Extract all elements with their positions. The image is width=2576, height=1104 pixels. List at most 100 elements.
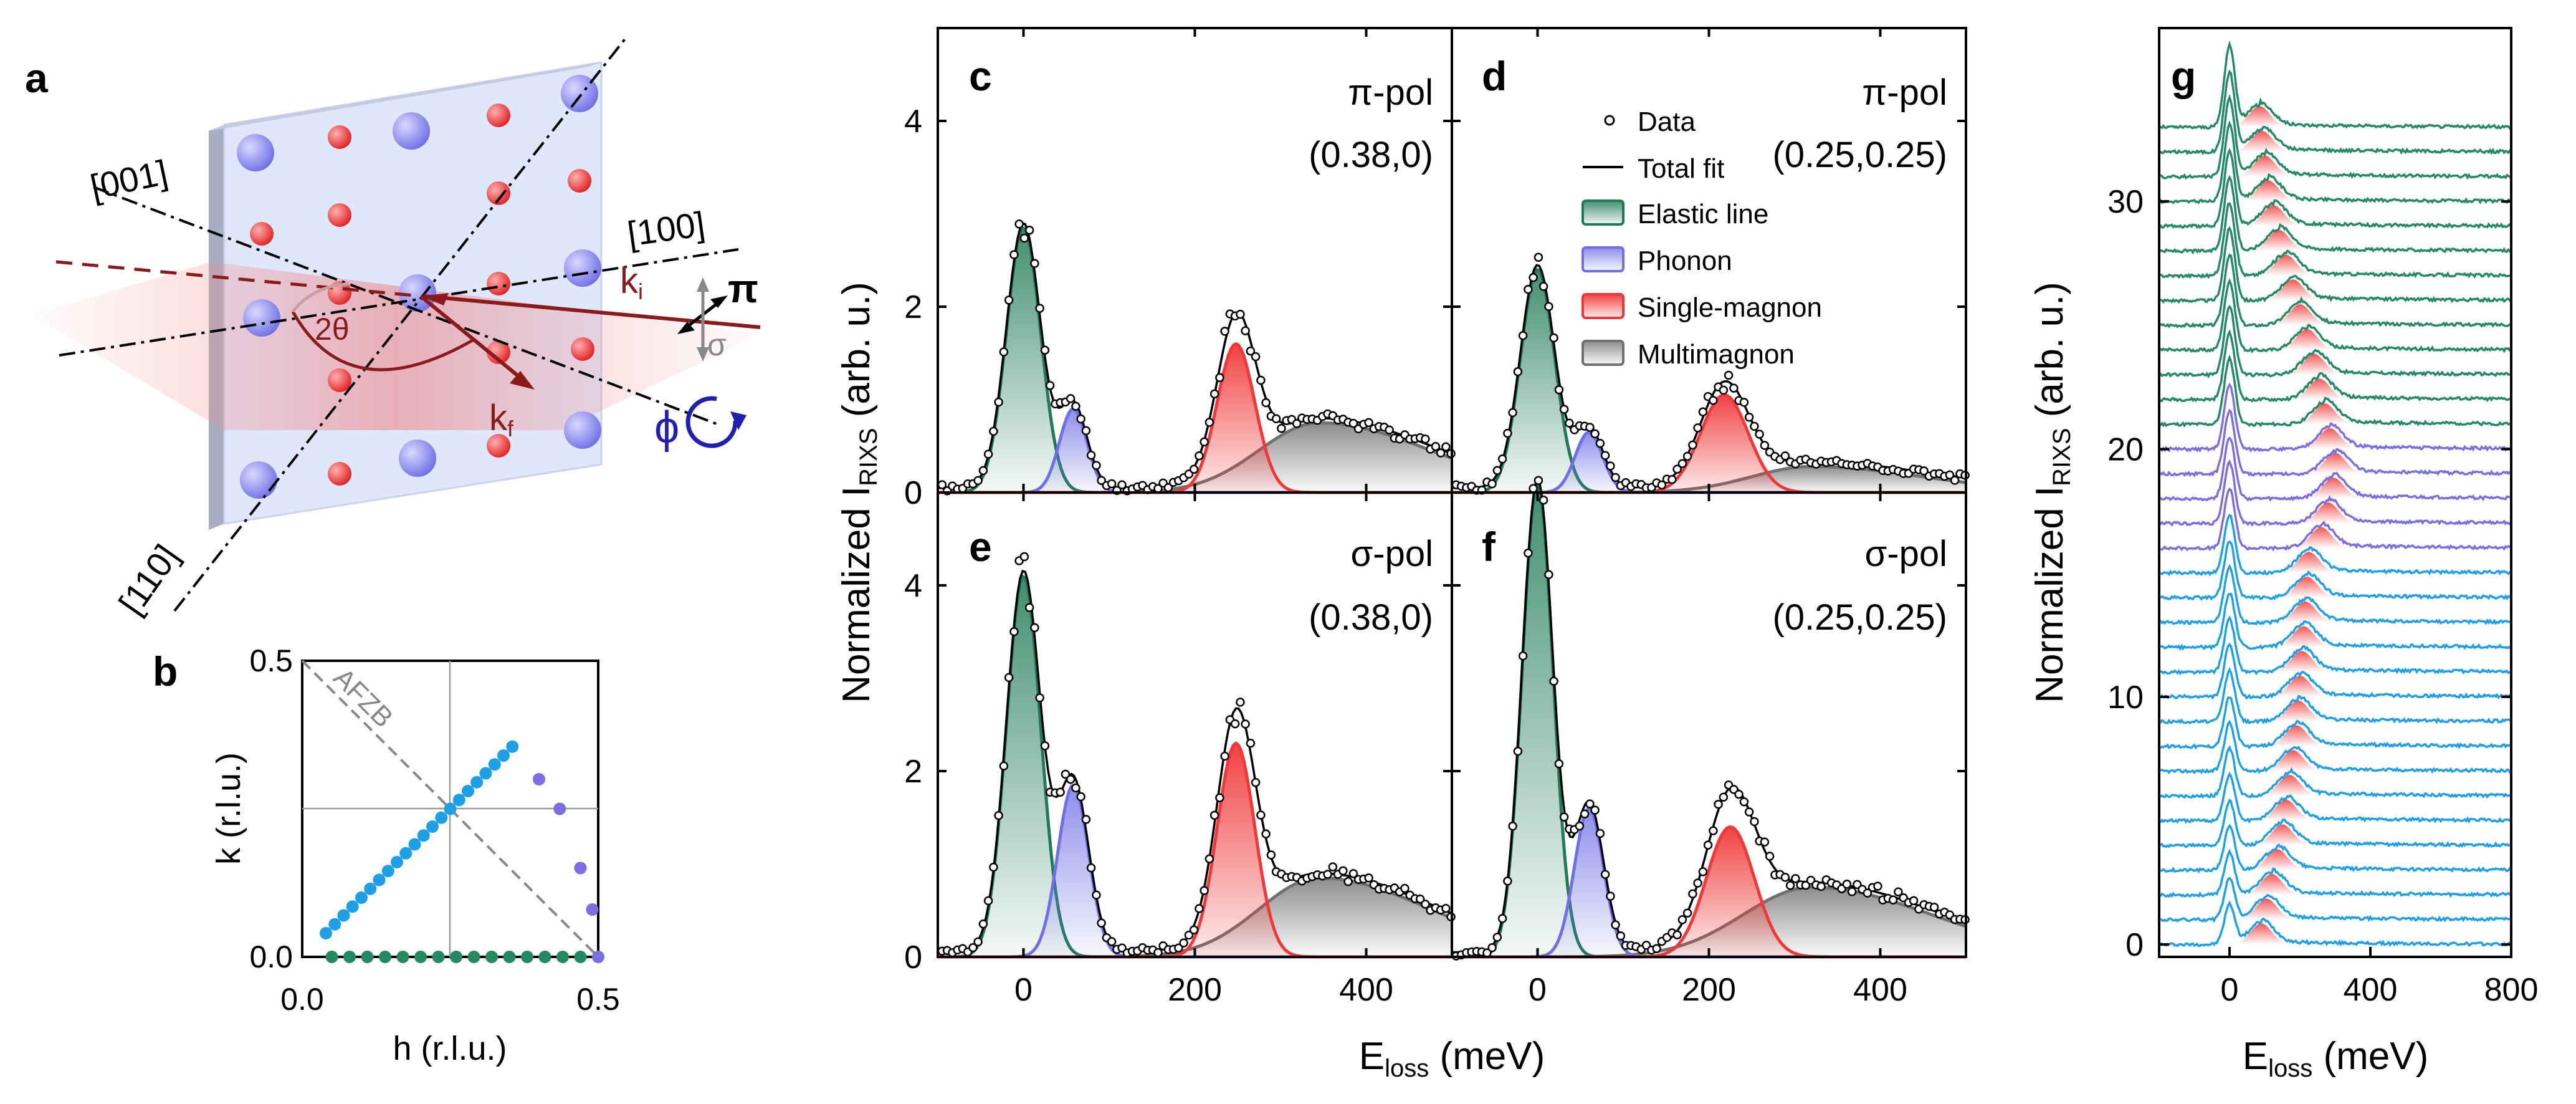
scattered-beam-kf	[419, 294, 525, 382]
waterfall-trace	[2159, 564, 2512, 626]
data-point	[1092, 461, 1101, 470]
data-point	[1117, 480, 1127, 490]
blue-atom	[393, 112, 430, 150]
data-point	[1019, 552, 1029, 562]
red-atom	[328, 125, 351, 149]
b-point	[426, 820, 439, 833]
g-xlabel: Eloss (meV)	[2243, 1035, 2429, 1082]
data-point	[1338, 866, 1348, 876]
panel-b-points	[320, 740, 604, 963]
b-point	[355, 891, 368, 904]
data-point	[1014, 219, 1024, 229]
red-atom	[568, 169, 591, 193]
magnon-peak-highlight	[2258, 824, 2307, 846]
data-point	[1076, 414, 1085, 424]
y-tick-label: 0	[2125, 927, 2144, 963]
waterfall-trace	[2159, 876, 2512, 923]
ki-label: ki	[620, 261, 643, 304]
b-ytick-bottom: 0.0	[249, 939, 293, 974]
panel-letter-d: d	[1482, 53, 1507, 99]
legend-label-multimagnon: Multimagnon	[1638, 339, 1795, 370]
d-polarization: π-pol	[1862, 72, 1947, 113]
data-point	[1909, 896, 1919, 906]
data-point	[1086, 450, 1096, 460]
legend-phonon-patch	[1581, 246, 1624, 272]
data-point	[1744, 807, 1754, 817]
data-point	[1606, 891, 1615, 901]
afzb-label: AFZB	[328, 662, 399, 733]
b-ylabel: k (r.l.u.)	[210, 752, 247, 865]
data-point	[1760, 441, 1770, 450]
data-point	[1364, 418, 1373, 428]
x-tick-label: 800	[2484, 972, 2539, 1008]
panel-letter-g: g	[2171, 53, 2196, 99]
data-point	[1719, 792, 1729, 802]
data-point	[1703, 840, 1713, 850]
fit-component-fill	[938, 878, 1452, 957]
data-point	[1508, 408, 1517, 418]
legend-label-magnon: Single-magnon	[1638, 292, 1822, 323]
data-point	[1565, 418, 1574, 428]
b-xtick-left: 0.0	[280, 982, 324, 1017]
data-point	[1097, 476, 1106, 485]
b-point	[574, 951, 587, 963]
panel-letter-e: e	[969, 524, 992, 570]
b-point	[553, 802, 566, 815]
data-point	[1816, 881, 1826, 891]
data-point	[1385, 425, 1394, 434]
waterfall-trace	[2158, 94, 2512, 180]
data-point	[1600, 870, 1610, 879]
f-q: (0.25,0.25)	[1772, 597, 1947, 638]
data-point	[1801, 880, 1811, 890]
magnon-peak-highlight	[2296, 527, 2346, 549]
data-point	[1421, 900, 1430, 909]
legend: Data Total fit Elastic line Phonon Singl…	[1581, 107, 1822, 370]
red-atom	[487, 181, 510, 205]
data-point	[1513, 367, 1523, 377]
scattering-geometry-schematic: 2θ ki kf [001] [100] [110] π σ ϕ	[31, 36, 761, 622]
legend-multimagnon-patch	[1581, 340, 1624, 366]
b-point	[391, 856, 403, 868]
data-point	[1328, 862, 1338, 871]
data-point	[1035, 304, 1044, 313]
data-point	[1575, 821, 1585, 831]
x-tick-label: 400	[1853, 972, 1907, 1008]
data-point	[1739, 797, 1749, 807]
legend-magnon-patch	[1581, 293, 1624, 319]
b-point	[488, 758, 501, 771]
fit-component-fill	[938, 409, 1452, 492]
b-point	[432, 951, 445, 963]
red-atom	[571, 337, 594, 361]
b-point	[592, 951, 604, 963]
waterfall-trace	[2159, 642, 2512, 700]
data-point	[1246, 346, 1256, 356]
data-point	[1559, 812, 1569, 822]
waterfall-trace	[2159, 459, 2512, 527]
b-point	[586, 903, 599, 916]
red-atom	[250, 222, 274, 246]
data-point	[999, 347, 1009, 357]
waterfall-trace	[2159, 719, 2512, 775]
data-point	[1503, 428, 1512, 438]
axis-100	[59, 248, 739, 357]
data-point	[1894, 887, 1903, 896]
waterfall-trace	[2158, 798, 2512, 848]
data-point	[1709, 826, 1718, 835]
waterfall-trace	[2159, 771, 2511, 824]
waterfall-trace	[2159, 487, 2512, 552]
sigma-label: σ	[707, 327, 727, 362]
c-q: (0.38,0)	[1309, 135, 1433, 175]
dir-100-label: [100]	[625, 204, 707, 254]
data-point	[1400, 883, 1410, 893]
phi-label: ϕ	[654, 403, 679, 453]
data-point	[1585, 423, 1595, 432]
blue-atom	[240, 461, 277, 499]
fit-component-fill	[1452, 466, 1966, 492]
data-point	[1538, 282, 1548, 291]
data-point	[1200, 886, 1209, 895]
data-point	[1251, 352, 1261, 362]
b-point	[381, 865, 394, 878]
g-traces	[2158, 40, 2512, 948]
